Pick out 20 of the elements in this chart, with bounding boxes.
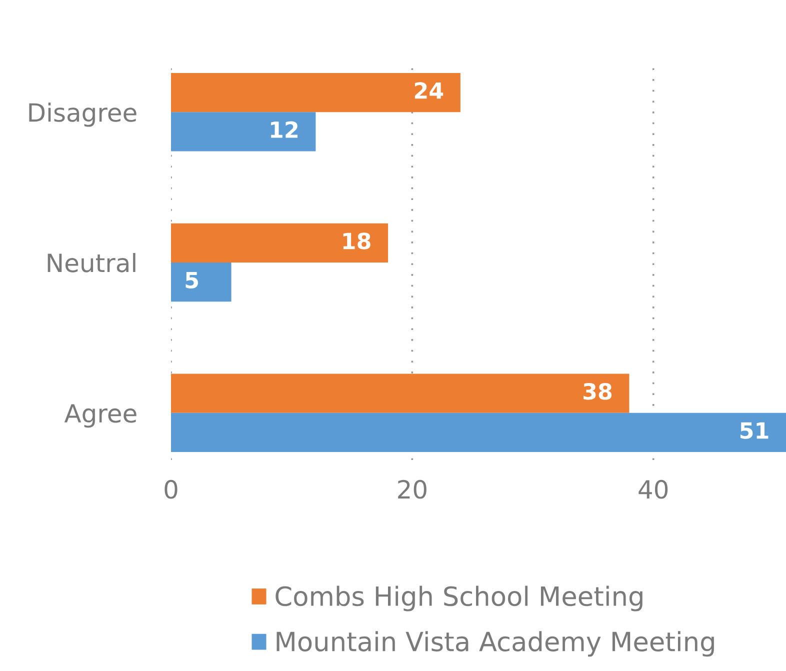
bar [171,112,316,152]
bar [171,412,786,452]
data-label: 24 [414,82,444,99]
bar [171,223,388,262]
y-tick-label: Disagree [29,102,136,127]
legend-label: Mountain Vista Academy Meeting [276,631,714,657]
bar [171,72,460,112]
y-tick-label: Agree [64,404,136,428]
bar [171,374,630,413]
x-tick-label: 20 [398,480,426,499]
data-label: 12 [270,121,298,138]
data-label: 5 [186,272,198,288]
data-label: 51 [740,422,768,439]
y-tick-label: Neutral [48,253,136,272]
bar [171,262,232,302]
data-label: 18 [343,232,370,250]
legend-label: Combs High School Meeting [276,586,642,612]
data-label: 38 [584,383,612,400]
x-tick-label: 40 [638,480,668,499]
x-tick-label: 0 [164,480,178,499]
